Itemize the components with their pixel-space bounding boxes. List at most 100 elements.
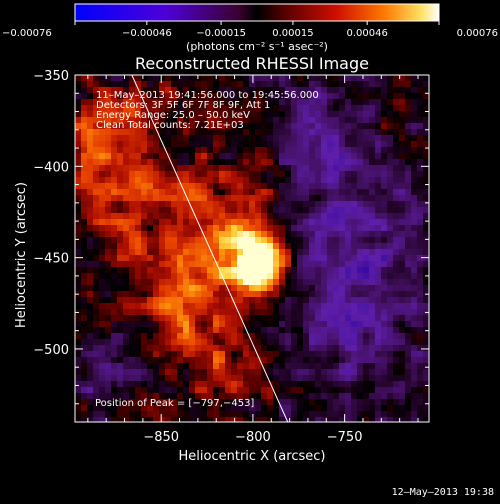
heatmap-cell xyxy=(249,405,256,412)
heatmap-cell xyxy=(105,195,112,202)
heatmap-cell xyxy=(273,87,280,94)
heatmap-cell xyxy=(183,171,190,178)
heatmap-cell xyxy=(399,381,406,388)
heatmap-cell xyxy=(273,129,280,136)
heatmap-cell xyxy=(165,273,172,280)
heatmap-cell xyxy=(207,201,214,208)
heatmap-cell xyxy=(333,327,340,334)
heatmap-cell xyxy=(147,375,154,382)
heatmap-cell xyxy=(279,417,286,422)
heatmap-cell xyxy=(153,189,160,196)
heatmap-cell xyxy=(171,87,178,94)
heatmap-cell xyxy=(153,117,160,124)
heatmap-cell xyxy=(327,273,334,280)
heatmap-cell xyxy=(189,273,196,280)
heatmap-cell xyxy=(135,81,142,88)
heatmap-cell xyxy=(111,195,118,202)
heatmap-cell xyxy=(345,105,352,112)
heatmap-cell xyxy=(87,309,94,316)
heatmap-cell xyxy=(153,81,160,88)
heatmap-cell xyxy=(387,183,394,190)
heatmap-cell xyxy=(261,159,268,166)
heatmap-cell xyxy=(309,333,316,340)
heatmap-cell xyxy=(381,207,388,214)
heatmap-cell xyxy=(285,399,292,406)
heatmap-cell xyxy=(81,399,88,406)
heatmap-cell xyxy=(171,207,178,214)
heatmap-cell xyxy=(165,261,172,268)
heatmap-cell xyxy=(201,363,208,370)
heatmap-cell xyxy=(417,279,424,286)
heatmap-cell xyxy=(111,165,118,172)
heatmap-cell xyxy=(159,123,166,130)
heatmap-cell xyxy=(189,411,196,418)
heatmap-cell xyxy=(123,129,130,136)
heatmap-cell xyxy=(369,81,376,88)
heatmap-cell xyxy=(231,249,238,256)
heatmap-cell xyxy=(147,81,154,88)
heatmap-cell xyxy=(117,237,124,244)
heatmap-cell xyxy=(93,105,100,112)
heatmap-cell xyxy=(99,261,106,268)
heatmap-cell xyxy=(147,399,154,406)
heatmap-cell xyxy=(381,279,388,286)
heatmap-cell xyxy=(177,159,184,166)
heatmap-cell xyxy=(321,243,328,250)
heatmap-cell xyxy=(171,231,178,238)
heatmap-cell xyxy=(387,411,394,418)
heatmap-cell xyxy=(129,195,136,202)
heatmap-cell xyxy=(105,327,112,334)
heatmap-cell xyxy=(261,291,268,298)
heatmap-cell xyxy=(381,399,388,406)
heatmap-cell xyxy=(237,309,244,316)
heatmap-cell xyxy=(213,285,220,292)
heatmap-cell xyxy=(81,75,88,82)
heatmap-cell xyxy=(129,309,136,316)
heatmap-cell xyxy=(207,99,214,106)
heatmap-cell xyxy=(423,141,429,148)
heatmap-cell xyxy=(147,243,154,250)
heatmap-cell xyxy=(135,201,142,208)
heatmap-cell xyxy=(75,417,82,422)
heatmap-cell xyxy=(369,333,376,340)
heatmap-cell xyxy=(423,285,429,292)
heatmap-cell xyxy=(303,219,310,226)
heatmap-cell xyxy=(399,375,406,382)
heatmap-cell xyxy=(255,309,262,316)
heatmap-cell xyxy=(351,183,358,190)
heatmap-cell xyxy=(375,315,382,322)
heatmap-cell xyxy=(111,261,118,268)
heatmap-cell xyxy=(261,165,268,172)
heatmap-cell xyxy=(381,327,388,334)
heatmap-cell xyxy=(285,93,292,100)
heatmap-cell xyxy=(327,195,334,202)
heatmap-cell xyxy=(129,87,136,94)
heatmap-cell xyxy=(93,201,100,208)
heatmap-cell xyxy=(153,171,160,178)
heatmap-cell xyxy=(351,147,358,154)
heatmap-cell xyxy=(171,339,178,346)
heatmap-cell xyxy=(309,201,316,208)
heatmap-cell xyxy=(111,405,118,412)
heatmap-cell xyxy=(273,81,280,88)
heatmap-cell xyxy=(345,123,352,130)
heatmap-cell xyxy=(219,285,226,292)
heatmap-cell xyxy=(165,123,172,130)
heatmap-cell xyxy=(99,255,106,262)
heatmap-cell xyxy=(195,333,202,340)
heatmap-cell xyxy=(309,399,316,406)
heatmap-cell xyxy=(279,345,286,352)
heatmap-cell xyxy=(183,399,190,406)
heatmap-cell xyxy=(75,93,82,100)
heatmap-cell xyxy=(309,261,316,268)
heatmap-cell xyxy=(315,417,322,422)
heatmap-cell xyxy=(81,321,88,328)
heatmap-cell xyxy=(117,375,124,382)
heatmap-cell xyxy=(393,105,400,112)
heatmap-cell xyxy=(207,153,214,160)
heatmap-cell xyxy=(129,327,136,334)
heatmap-cell xyxy=(267,387,274,394)
heatmap-cell xyxy=(291,273,298,280)
heatmap-cell xyxy=(315,333,322,340)
heatmap-cell xyxy=(405,303,412,310)
